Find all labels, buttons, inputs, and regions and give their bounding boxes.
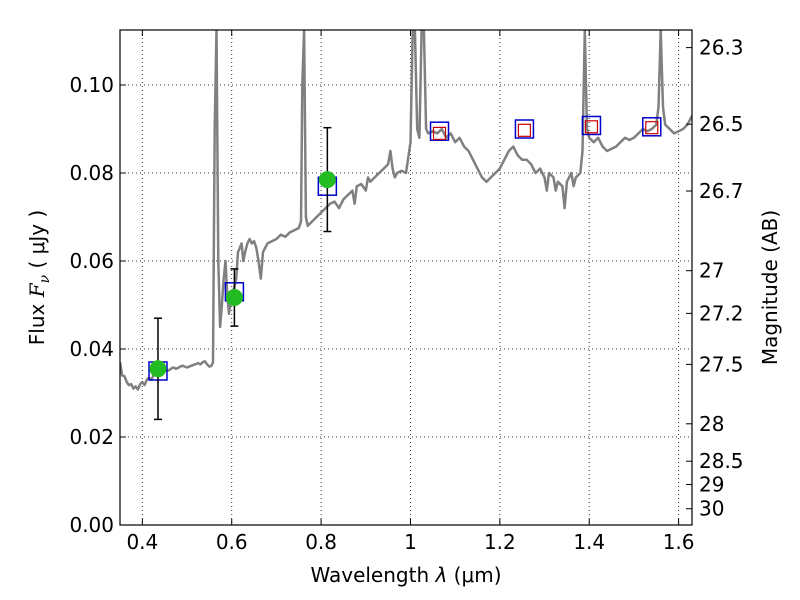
observed-photometry-point: [318, 171, 336, 189]
model-photometry-square: [514, 119, 535, 139]
observed-photometry-point: [149, 360, 167, 378]
mag-tick-label: 30: [699, 497, 724, 521]
mag-tick-label: 28: [699, 412, 724, 436]
x-tick-label: 0.6: [216, 530, 248, 554]
model-photometry-square: [642, 117, 662, 137]
x-tick-label: 1.6: [663, 530, 695, 554]
y-label-suffix: ( μJy ): [25, 210, 49, 275]
observed-photometry-point: [225, 289, 243, 307]
mag-tick-label: 26.7: [699, 179, 744, 203]
y-label-prefix: Flux: [25, 297, 49, 345]
x-tick-label: 0.8: [305, 530, 337, 554]
model-photometry-square: [429, 121, 450, 141]
x-axis-label: Wavelength λ (μm): [310, 563, 501, 587]
x-tick-label: 1.2: [484, 530, 516, 554]
mag-tick-label: 27.2: [699, 301, 744, 325]
mag-tick-label: 28.5: [699, 449, 744, 473]
x-tick-label: 1.4: [573, 530, 605, 554]
y-tick-label: 0.00: [69, 513, 114, 537]
mag-tick-label: 29: [699, 473, 724, 497]
y-tick-label: 0.10: [69, 73, 114, 97]
upper-limit-square: [584, 120, 599, 134]
x-label-suffix: (μm): [447, 563, 501, 587]
mag-tick-label: 27.5: [699, 352, 744, 376]
upper-limit-square: [645, 121, 659, 135]
x-tick-label: 0.4: [126, 530, 158, 554]
plot-frame: [119, 29, 693, 526]
y-tick-label: 0.08: [69, 161, 114, 185]
y-label-symbol: F: [25, 282, 49, 298]
upper-limit-square: [432, 126, 447, 141]
upper-limit-square: [517, 123, 532, 137]
y-axis-label: Flux Fν ( μJy ): [25, 210, 53, 345]
y-tick-label: 0.02: [69, 425, 114, 449]
y-tick-label: 0.06: [69, 249, 114, 273]
plot-area: [120, 30, 692, 421]
x-label-prefix: Wavelength: [310, 563, 435, 587]
x-label-symbol: λ: [434, 563, 447, 587]
mag-tick-label: 26.3: [699, 36, 744, 60]
spectrum-line: [120, 30, 692, 391]
axis-ticks: 0.4 0.6 0.8 1 1.2 1.4 1.6 0.00 0.02 0.04 0.06 0.08 0…: [69, 30, 744, 554]
y-right-axis-label: Magnitude (AB): [758, 210, 782, 365]
y-label-subscript: ν: [37, 274, 53, 283]
mag-tick-label: 27: [699, 259, 724, 283]
grid: [120, 30, 692, 526]
mag-tick-label: 26.5: [699, 112, 744, 136]
x-tick-label: 1: [404, 530, 417, 554]
y-tick-label: 0.04: [69, 337, 114, 361]
model-photometry-square: [581, 115, 602, 136]
